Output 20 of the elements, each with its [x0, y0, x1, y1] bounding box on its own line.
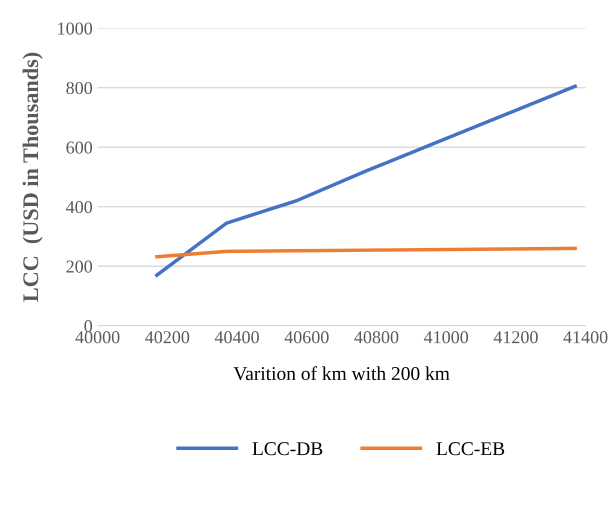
y-axis-title: LCC (USD in Thousands)	[22, 52, 43, 302]
x-tick-label: 41400	[563, 331, 608, 344]
x-tick-label: 40000	[75, 331, 120, 344]
y-tick-label: 400	[66, 200, 92, 214]
line-series	[155, 246, 577, 258]
legend-label: LCC-DB	[252, 442, 322, 456]
x-tick-label: 41200	[494, 331, 538, 344]
x-tick-label: 40600	[284, 331, 329, 344]
y-tick-label: 0	[84, 320, 92, 332]
y-tick-label: 800	[66, 82, 92, 94]
x-axis-title: Varition of km with 200 km	[234, 366, 450, 380]
x-tick-label: 40800	[354, 331, 398, 344]
x-tick-label: 41000	[424, 331, 468, 344]
x-tick-label: 40200	[145, 331, 190, 344]
y-tick-label: 600	[66, 141, 92, 154]
line-series	[155, 84, 577, 277]
legend-label: LCC-EB	[436, 442, 504, 456]
x-tick-label: 40400	[214, 331, 259, 344]
y-tick-label: 200	[66, 260, 92, 273]
y-tick-label: 1000	[58, 22, 92, 35]
